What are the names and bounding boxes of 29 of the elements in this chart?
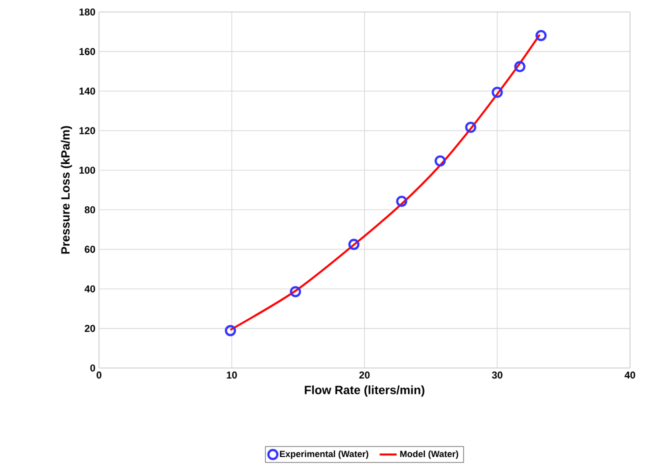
point — [434, 155, 446, 167]
x-tick-label: 40 — [624, 372, 636, 379]
y-tick-label: 20 — [84, 324, 96, 332]
x-tick-label: 30 — [492, 372, 502, 379]
x-tick-label: 0 — [96, 372, 102, 379]
y-tick-label: 180 — [79, 8, 96, 16]
point — [396, 196, 408, 207]
y-axis-title: Pressure Loss (kPa/m) — [60, 126, 72, 254]
point — [348, 238, 360, 250]
y-tick-label: 0 — [90, 364, 96, 372]
point — [492, 86, 503, 98]
y-tick-label: 120 — [79, 127, 96, 134]
y-tick-label: 160 — [79, 48, 96, 56]
legend-label: Model (Water) — [400, 450, 458, 459]
point — [290, 286, 302, 298]
x-axis-title: Flow Rate (liters/min) — [304, 385, 424, 397]
y-tick-label: 60 — [84, 246, 96, 253]
point — [535, 30, 547, 42]
legend-label: Experimental (Water) — [280, 450, 368, 459]
y-tick-label: 40 — [84, 285, 96, 292]
y-tick-label: 100 — [79, 166, 96, 174]
y-tick-label: 80 — [84, 206, 96, 214]
line-series — [229, 34, 541, 331]
x-tick-label: 10 — [226, 372, 237, 379]
y-tick-label: 140 — [79, 88, 96, 95]
x-tick-label: 20 — [359, 372, 370, 379]
point — [224, 325, 236, 336]
point — [514, 61, 526, 72]
point — [465, 122, 476, 133]
